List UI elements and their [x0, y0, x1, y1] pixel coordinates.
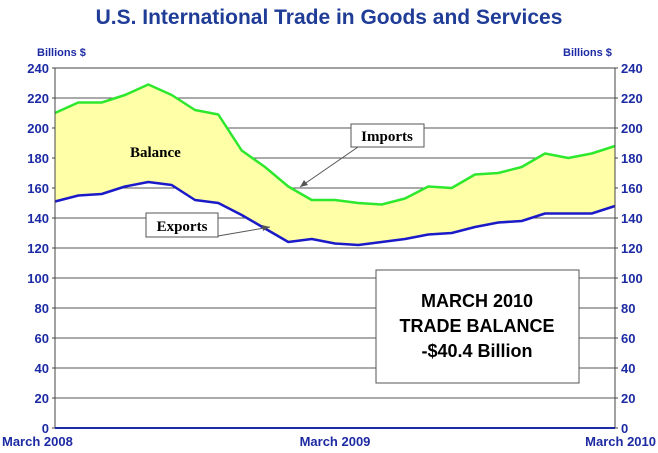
balance-label: Balance: [130, 145, 181, 161]
trade-balance-callout: MARCH 2010 TRADE BALANCE -$40.4 Billion: [375, 269, 580, 384]
right-y-tick-80: 80: [621, 301, 635, 316]
exports-pointer: [217, 226, 271, 237]
right-y-unit: Billions $: [563, 47, 612, 59]
x-tick-label-0: March 2008: [2, 434, 73, 449]
trade-balance-box: [375, 269, 580, 384]
imports-pointer-head: [300, 180, 308, 187]
left-y-tick-80: 80: [35, 301, 49, 316]
imports-pointer: [299, 146, 359, 188]
exports-line: [54, 180, 616, 247]
axes: 0 0 20 20 40 40 60 60 80 80 100 100 120 120 140 140 160 1…: [2, 61, 656, 449]
right-y-tick-100: 100: [621, 271, 643, 286]
exports-callout: Exports: [145, 212, 271, 238]
right-y-tick-40: 40: [621, 361, 635, 376]
exports-label: Exports: [157, 219, 208, 235]
imports-label: Imports: [361, 129, 413, 145]
right-y-tick-140: 140: [621, 211, 643, 226]
callout-line-2: TRADE BALANCE: [400, 316, 555, 336]
chart-title: U.S. International Trade in Goods and Se…: [95, 6, 563, 29]
imports-line: [54, 83, 616, 206]
series-lines: [54, 83, 616, 247]
balance-area: [55, 84, 615, 245]
right-y-tick-220: 220: [621, 91, 643, 106]
exports-callout-box: [145, 212, 219, 238]
left-y-tick-100: 100: [27, 271, 49, 286]
right-y-tick-180: 180: [621, 151, 643, 166]
left-y-tick-160: 160: [27, 181, 49, 196]
right-y-tick-240: 240: [621, 61, 643, 76]
left-y-unit: Billions $: [37, 47, 86, 59]
left-y-tick-20: 20: [35, 391, 49, 406]
right-y-tick-200: 200: [621, 121, 643, 136]
left-y-tick-180: 180: [27, 151, 49, 166]
x-tick-label-2: March 2010: [585, 434, 656, 449]
left-y-tick-60: 60: [35, 331, 49, 346]
left-y-tick-200: 200: [27, 121, 49, 136]
imports-callout: Imports: [299, 123, 425, 188]
left-y-tick-220: 220: [27, 91, 49, 106]
exports-pointer-head: [262, 225, 270, 231]
x-tick-label-1: March 2009: [300, 434, 371, 449]
left-y-tick-40: 40: [35, 361, 49, 376]
imports-callout-box: [350, 123, 425, 148]
right-y-tick-120: 120: [621, 241, 643, 256]
left-y-tick-0: 0: [42, 421, 49, 436]
right-y-tick-160: 160: [621, 181, 643, 196]
right-y-tick-60: 60: [621, 331, 635, 346]
left-y-tick-140: 140: [27, 211, 49, 226]
right-y-tick-0: 0: [621, 421, 628, 436]
callout-line-3: -$40.4 Billion: [421, 341, 532, 361]
left-y-tick-120: 120: [27, 241, 49, 256]
left-y-tick-240: 240: [27, 61, 49, 76]
callout-line-1: MARCH 2010: [421, 291, 533, 311]
right-y-tick-20: 20: [621, 391, 635, 406]
